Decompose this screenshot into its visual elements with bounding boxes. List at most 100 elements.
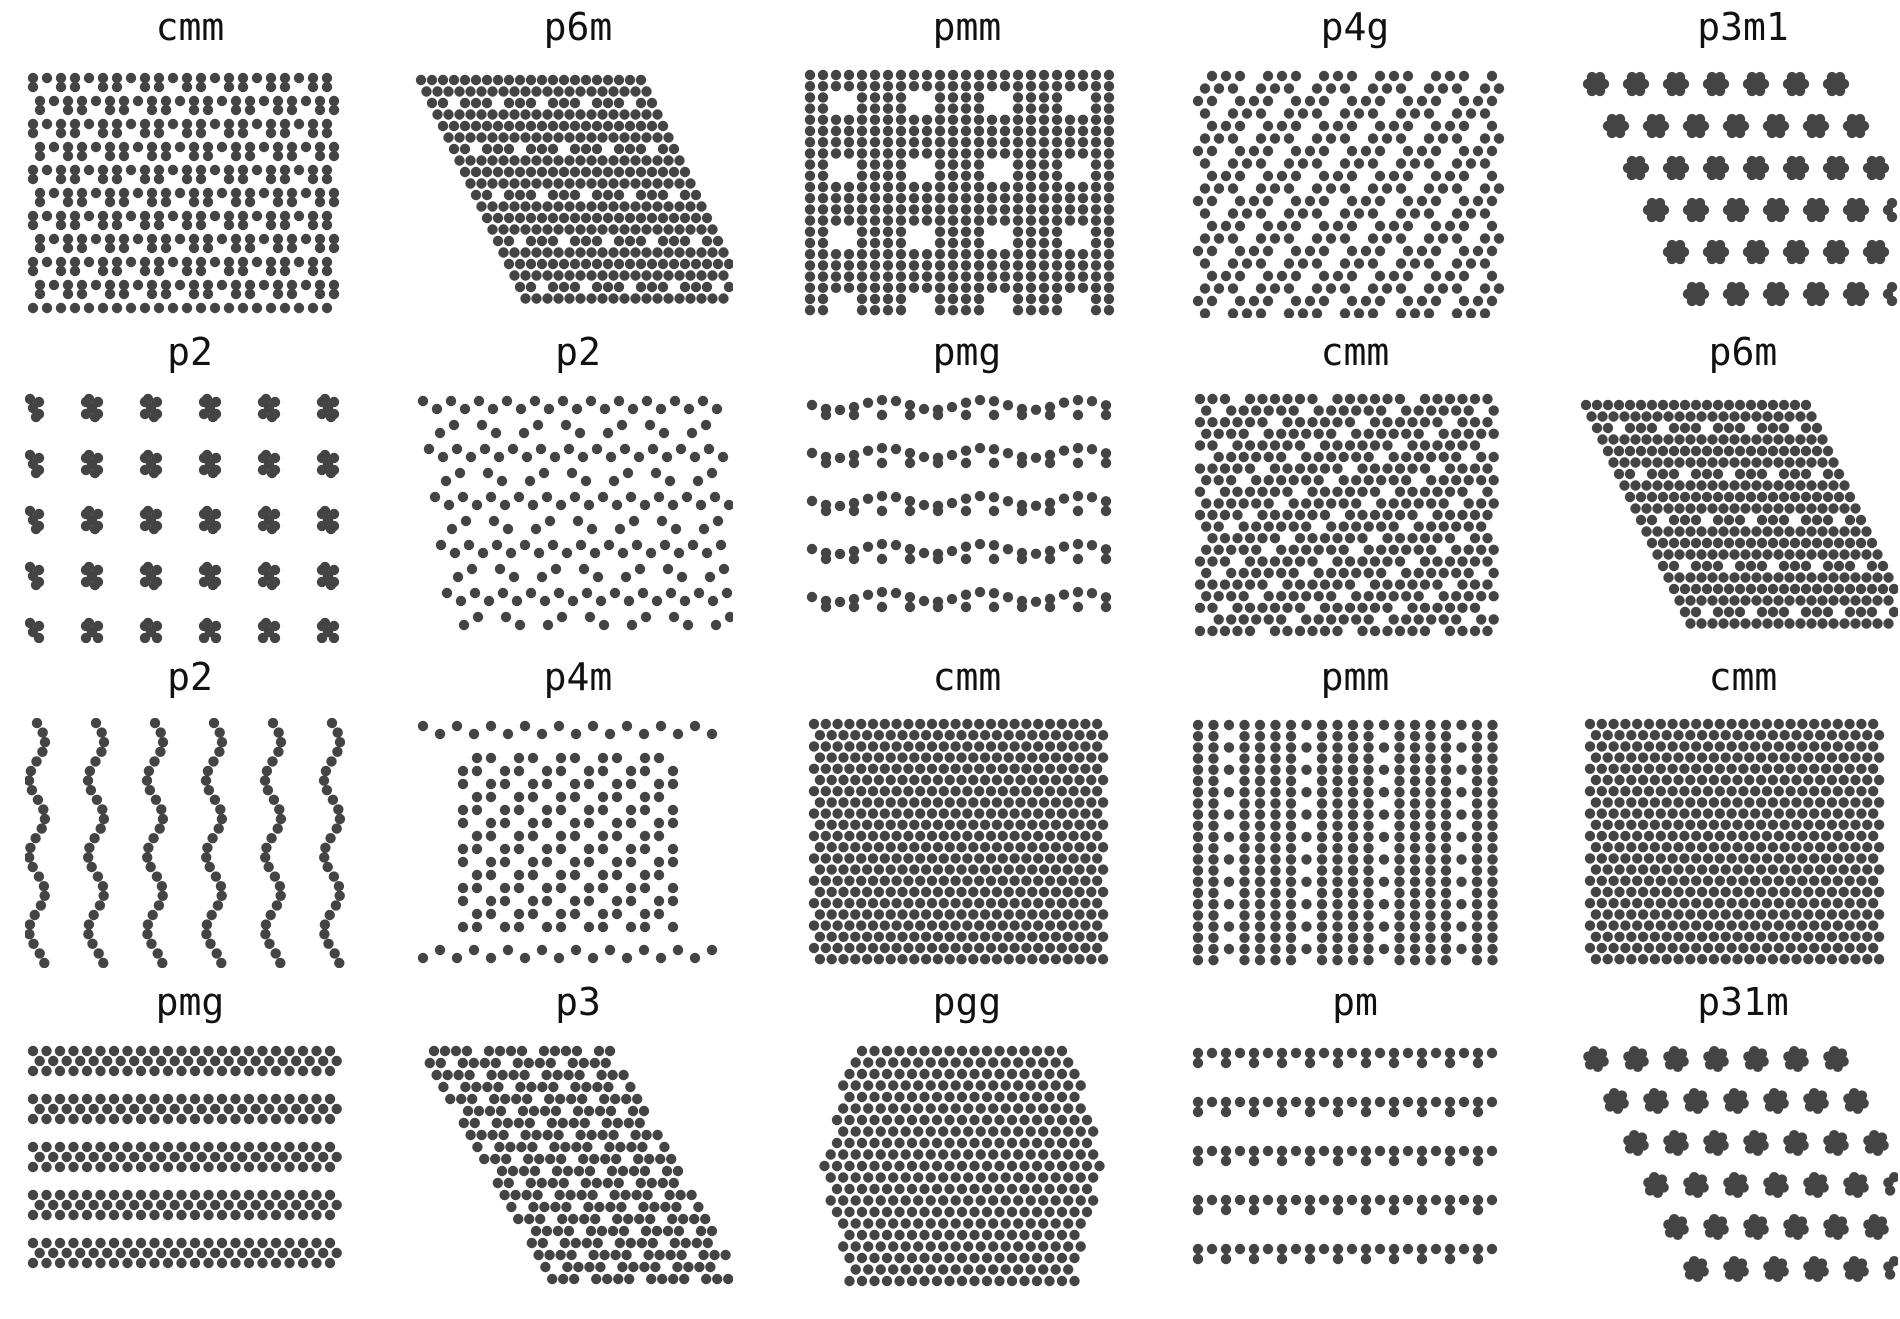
pattern-dot: [1644, 853, 1654, 863]
pattern-dot: [1235, 196, 1245, 206]
pattern-dot: [49, 234, 59, 244]
pattern-dot: [974, 294, 984, 304]
pattern-dot: [1667, 898, 1677, 908]
pattern-dot: [896, 249, 906, 259]
pattern-dot: [154, 257, 164, 267]
pattern-dot: [1626, 842, 1636, 852]
pattern-dot: [986, 853, 996, 863]
pattern-dot: [1721, 864, 1731, 874]
pattern-dot: [1370, 440, 1380, 450]
pattern-dot: [329, 105, 339, 115]
pattern-dot: [663, 224, 673, 234]
pattern-dot: [1326, 133, 1336, 143]
pattern-dot: [84, 211, 94, 221]
pattern-dot: [273, 142, 283, 152]
pattern-dot: [1472, 888, 1482, 898]
pattern-dot: [1620, 741, 1630, 751]
pattern-dot: [1396, 208, 1406, 218]
pattern-dot: [1812, 538, 1822, 548]
pattern-dot: [1104, 148, 1114, 158]
pattern-dot: [935, 126, 945, 136]
pattern-dot: [935, 249, 945, 259]
pattern-dot: [1039, 294, 1049, 304]
pattern-dot: [217, 188, 227, 198]
pattern-dot: [1078, 204, 1088, 214]
pattern-dot: [1410, 933, 1420, 943]
pattern-dot: [1494, 183, 1504, 193]
pattern-dot: [1459, 196, 1469, 206]
pattern-dot: [1039, 126, 1049, 136]
pattern-dot: [28, 939, 38, 949]
pattern-dot: [261, 506, 271, 516]
pattern-dot: [1414, 452, 1424, 462]
pattern-dot: [252, 257, 262, 267]
pattern-dot: [1363, 832, 1373, 842]
pattern-dot: [150, 718, 160, 728]
pattern-dot: [1251, 498, 1261, 508]
pattern-dot: [1647, 400, 1657, 410]
pattern-dot: [280, 211, 290, 221]
pattern-dot: [231, 243, 241, 253]
pattern-dot: [509, 178, 519, 188]
pattern-dot: [1270, 832, 1280, 842]
pattern-dot: [1332, 463, 1342, 473]
pattern-dot: [1026, 215, 1036, 225]
pattern-dot: [1667, 786, 1677, 796]
pattern-dot: [883, 227, 893, 237]
pattern-dot: [1768, 797, 1778, 807]
pattern-dot: [1270, 720, 1280, 730]
pattern-dot: [1795, 434, 1805, 444]
pattern-dot: [84, 618, 94, 628]
pattern-dot: [182, 128, 192, 138]
pattern-dot: [640, 909, 650, 919]
pattern-dot: [832, 808, 842, 818]
pattern-dot: [986, 786, 996, 796]
pattern-dot: [880, 719, 890, 729]
pattern-dot: [280, 165, 290, 175]
pattern-dot: [922, 204, 932, 214]
pattern-dot: [1614, 752, 1624, 762]
pattern-dot: [1080, 943, 1090, 953]
pattern-dot: [625, 75, 635, 85]
pattern-dot: [1039, 820, 1049, 830]
pattern-dot: [1472, 865, 1482, 875]
pattern-dot: [204, 785, 214, 795]
pattern-dot: [665, 476, 675, 486]
pattern-dot: [1724, 515, 1734, 525]
pattern-dot: [962, 741, 972, 751]
pattern-dot: [647, 213, 657, 223]
pattern-dot: [724, 282, 733, 292]
pattern-dot: [207, 910, 217, 920]
pattern-dot: [77, 96, 87, 106]
pattern-dot: [581, 236, 591, 246]
pattern-dot: [1314, 614, 1324, 624]
pattern-dot: [261, 618, 271, 628]
pattern-dot: [1487, 271, 1497, 281]
pattern-dot: [883, 249, 893, 259]
pattern-dot: [636, 190, 646, 200]
pattern-dot: [807, 544, 817, 554]
pattern-dot: [927, 719, 937, 729]
pattern-dot: [1656, 786, 1666, 796]
pattern-dot: [321, 766, 331, 776]
pattern-dot: [269, 795, 279, 805]
pattern-dot: [1762, 831, 1772, 841]
pattern-dot: [1487, 798, 1497, 808]
dot-pattern: [413, 718, 733, 968]
pattern-dot: [1673, 909, 1683, 919]
pattern-dot: [1823, 492, 1833, 502]
pattern-dot: [1585, 808, 1595, 818]
pattern-dot: [1862, 797, 1872, 807]
pattern-dot: [1013, 137, 1023, 147]
pattern-dot: [1456, 787, 1466, 797]
pattern-dot: [687, 428, 697, 438]
pattern-dot: [992, 887, 1002, 897]
pattern-dot: [1317, 955, 1327, 965]
pattern-dot: [1797, 786, 1807, 796]
pattern-dot: [857, 294, 867, 304]
pattern-dot: [625, 213, 635, 223]
pattern-dot: [1738, 898, 1748, 908]
pattern-dot: [201, 852, 211, 862]
pattern-dot: [28, 303, 38, 313]
pattern-dot: [537, 121, 547, 131]
